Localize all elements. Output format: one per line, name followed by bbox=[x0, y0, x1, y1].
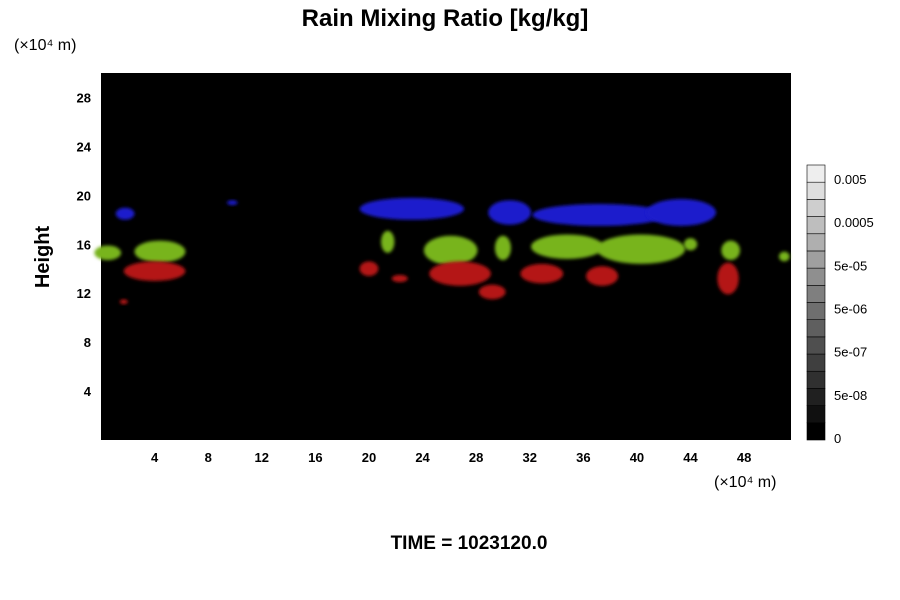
y-tick-label: 24 bbox=[77, 139, 92, 154]
data-feature bbox=[532, 203, 667, 226]
colorbar-step bbox=[806, 181, 826, 200]
data-feature bbox=[478, 284, 506, 300]
data-feature bbox=[494, 235, 511, 261]
x-axis-unit: (×10⁴ m) bbox=[714, 474, 776, 491]
x-tick-label: 16 bbox=[308, 450, 322, 465]
data-feature bbox=[721, 240, 741, 261]
data-feature bbox=[94, 245, 122, 261]
data-feature bbox=[123, 261, 186, 281]
data-feature bbox=[423, 235, 478, 266]
y-tick-label: 8 bbox=[84, 335, 91, 350]
x-tick-label: 8 bbox=[205, 450, 212, 465]
colorbar-step bbox=[806, 233, 826, 252]
colorbar-step bbox=[806, 250, 826, 269]
chart-title: Rain Mixing Ratio [kg/kg] bbox=[302, 5, 589, 32]
x-tick-label: 44 bbox=[683, 450, 698, 465]
y-tick-label: 20 bbox=[77, 188, 91, 203]
colorbar-label: 0.005 bbox=[834, 172, 867, 187]
x-tick-label: 20 bbox=[362, 450, 376, 465]
x-tick-label: 12 bbox=[255, 450, 269, 465]
data-feature bbox=[115, 207, 135, 220]
colorbar-label: 5e-06 bbox=[834, 302, 867, 317]
x-tick-label: 32 bbox=[523, 450, 537, 465]
data-feature bbox=[531, 234, 604, 259]
colorbar-label: 5e-07 bbox=[834, 345, 867, 360]
data-feature bbox=[359, 197, 465, 220]
data-feature bbox=[520, 263, 564, 284]
colorbar-step bbox=[806, 319, 826, 338]
colorbar-step bbox=[806, 422, 826, 441]
colorbar-step bbox=[806, 199, 826, 217]
data-feature bbox=[683, 238, 698, 251]
colorbar-step bbox=[806, 336, 826, 355]
data-feature bbox=[778, 251, 790, 262]
colorbar-label: 5e-05 bbox=[834, 258, 867, 273]
x-tick-label: 28 bbox=[469, 450, 483, 465]
data-feature bbox=[596, 234, 686, 264]
colorbar bbox=[806, 164, 826, 441]
colorbar-step bbox=[806, 302, 826, 320]
data-feature bbox=[646, 199, 716, 226]
y-axis-unit: (×10⁴ m) bbox=[14, 37, 76, 54]
colorbar-step bbox=[806, 353, 826, 372]
colorbar-step bbox=[806, 388, 826, 406]
y-axis-label: Height bbox=[32, 226, 54, 289]
colorbar-step bbox=[806, 405, 826, 424]
data-features bbox=[94, 197, 790, 305]
time-label: TIME = 1023120.0 bbox=[391, 533, 548, 554]
data-feature bbox=[119, 299, 128, 305]
colorbar-step bbox=[806, 164, 826, 183]
colorbar-step bbox=[806, 285, 826, 303]
data-feature bbox=[586, 266, 619, 286]
colorbar-label: 5e-08 bbox=[834, 388, 867, 403]
y-tick-label: 12 bbox=[77, 286, 91, 301]
colorbar-labels: 0.005 0.0005 5e-05 5e-06 5e-07 5e-08 0 bbox=[834, 172, 874, 446]
y-tick-label: 4 bbox=[84, 384, 92, 399]
data-feature bbox=[391, 274, 408, 283]
colorbar-step bbox=[806, 216, 826, 235]
x-tick-label: 36 bbox=[576, 450, 590, 465]
data-feature bbox=[717, 262, 739, 295]
colorbar-step bbox=[806, 267, 826, 286]
y-tick-label: 16 bbox=[77, 237, 91, 252]
y-tick-label: 28 bbox=[77, 90, 91, 105]
data-feature bbox=[429, 261, 491, 286]
colorbar-label: 0.0005 bbox=[834, 215, 874, 230]
x-tick-label: 40 bbox=[630, 450, 644, 465]
x-tick-label: 48 bbox=[737, 450, 751, 465]
data-feature bbox=[134, 240, 186, 263]
data-feature bbox=[226, 200, 238, 206]
data-feature bbox=[359, 261, 379, 277]
x-tick-label: 24 bbox=[415, 450, 430, 465]
colorbar-label: 0 bbox=[834, 431, 841, 446]
data-feature bbox=[488, 200, 532, 225]
x-tick-label: 4 bbox=[151, 450, 159, 465]
x-tick-labels: 4 8 12 16 20 24 28 32 36 40 44 48 bbox=[151, 450, 751, 465]
data-feature bbox=[381, 230, 395, 253]
y-tick-labels: 4 8 12 16 20 24 28 bbox=[77, 90, 92, 399]
colorbar-step bbox=[806, 370, 826, 389]
